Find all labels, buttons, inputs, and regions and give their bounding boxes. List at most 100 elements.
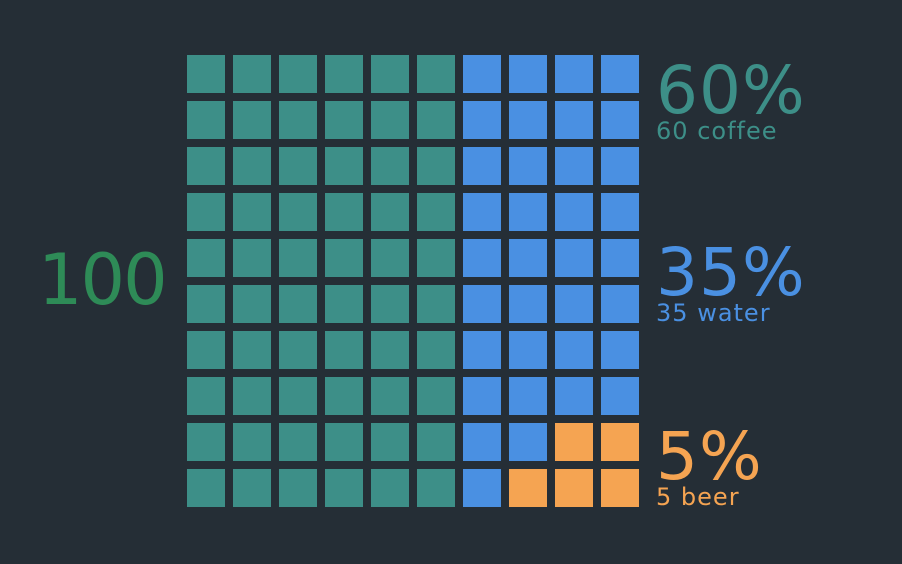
coffee-cell	[371, 285, 409, 323]
water-cell	[555, 193, 593, 231]
coffee-cell	[187, 331, 225, 369]
beer-cell	[509, 469, 547, 507]
coffee-cell	[187, 377, 225, 415]
coffee-cell	[187, 147, 225, 185]
water-cell	[509, 285, 547, 323]
coffee-cell	[371, 147, 409, 185]
water-count-label: 35 water	[656, 300, 806, 326]
water-cell	[601, 101, 639, 139]
coffee-count-label: 60 coffee	[656, 118, 806, 144]
water-cell	[463, 331, 501, 369]
coffee-cell	[187, 101, 225, 139]
water-cell	[601, 377, 639, 415]
coffee-cell	[279, 193, 317, 231]
water-cell	[463, 469, 501, 507]
coffee-cell	[417, 193, 455, 231]
water-name: water	[697, 299, 771, 327]
coffee-cell	[187, 55, 225, 93]
coffee-cell	[417, 377, 455, 415]
coffee-cell	[325, 193, 363, 231]
coffee-cell	[233, 239, 271, 277]
water-cell	[601, 239, 639, 277]
beer-cell	[601, 423, 639, 461]
water-cell	[509, 193, 547, 231]
water-cell	[601, 147, 639, 185]
beer-label: 5% 5 beer	[656, 424, 763, 511]
water-cell	[463, 193, 501, 231]
coffee-cell	[371, 55, 409, 93]
water-cell	[509, 331, 547, 369]
coffee-cell	[279, 147, 317, 185]
coffee-percent: 60%	[656, 52, 806, 129]
coffee-cell	[233, 55, 271, 93]
coffee-cell	[233, 469, 271, 507]
coffee-cell	[417, 423, 455, 461]
coffee-cell	[233, 147, 271, 185]
coffee-cell	[233, 377, 271, 415]
water-cell	[463, 239, 501, 277]
coffee-cell	[279, 331, 317, 369]
coffee-cell	[279, 239, 317, 277]
beer-count-label: 5 beer	[656, 484, 763, 510]
water-cell	[555, 285, 593, 323]
coffee-cell	[233, 331, 271, 369]
coffee-cell	[417, 55, 455, 93]
coffee-cell	[371, 193, 409, 231]
coffee-cell	[187, 285, 225, 323]
coffee-cell	[371, 377, 409, 415]
coffee-cell	[325, 377, 363, 415]
water-cell	[601, 193, 639, 231]
coffee-cell	[371, 239, 409, 277]
water-cell	[601, 55, 639, 93]
coffee-cell	[325, 147, 363, 185]
coffee-cell	[279, 101, 317, 139]
coffee-cell	[233, 101, 271, 139]
coffee-cell	[187, 469, 225, 507]
coffee-cell	[325, 101, 363, 139]
coffee-cell	[279, 377, 317, 415]
coffee-cell	[187, 193, 225, 231]
water-cell	[463, 423, 501, 461]
coffee-name: coffee	[697, 117, 778, 145]
coffee-cell	[187, 423, 225, 461]
coffee-cell	[325, 469, 363, 507]
water-cell	[601, 331, 639, 369]
beer-cell	[555, 469, 593, 507]
coffee-cell	[279, 469, 317, 507]
coffee-cell	[325, 331, 363, 369]
coffee-cell	[417, 469, 455, 507]
coffee-cell	[417, 285, 455, 323]
water-cell	[509, 147, 547, 185]
beer-name: beer	[680, 483, 740, 511]
coffee-cell	[325, 55, 363, 93]
coffee-cell	[417, 331, 455, 369]
water-percent: 35%	[656, 234, 806, 311]
coffee-cell	[371, 331, 409, 369]
water-cell	[555, 331, 593, 369]
water-cell	[463, 147, 501, 185]
water-cell	[509, 239, 547, 277]
water-cell	[463, 101, 501, 139]
beer-count: 5	[656, 483, 673, 511]
total-count: 100	[38, 239, 168, 321]
coffee-cell	[187, 239, 225, 277]
beer-cell	[601, 469, 639, 507]
coffee-cell	[325, 285, 363, 323]
coffee-cell	[279, 55, 317, 93]
coffee-cell	[233, 423, 271, 461]
water-cell	[463, 285, 501, 323]
beer-cell	[555, 423, 593, 461]
coffee-cell	[417, 239, 455, 277]
water-cell	[601, 285, 639, 323]
coffee-cell	[371, 101, 409, 139]
coffee-label: 60% 60 coffee	[656, 52, 806, 145]
coffee-cell	[417, 101, 455, 139]
coffee-cell	[279, 285, 317, 323]
coffee-cell	[325, 423, 363, 461]
coffee-cell	[371, 423, 409, 461]
water-cell	[509, 101, 547, 139]
water-cell	[509, 55, 547, 93]
coffee-cell	[371, 469, 409, 507]
water-cell	[509, 423, 547, 461]
